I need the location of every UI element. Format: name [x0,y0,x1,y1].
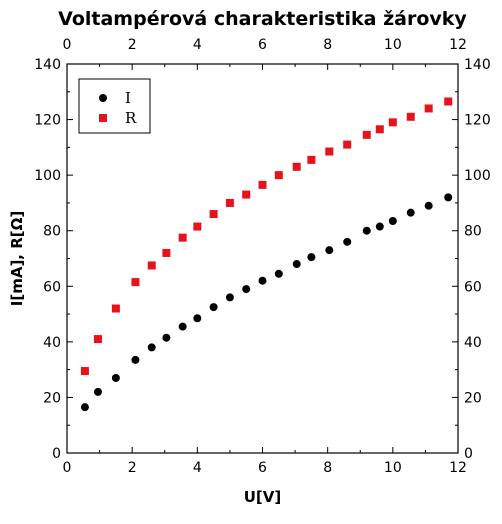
x-tick-label-bottom: 8 [323,460,332,476]
data-points [80,97,453,412]
data-point-R [162,248,171,257]
data-point-R [178,233,187,242]
data-point-I [406,208,415,217]
data-point-I [111,373,120,382]
x-tick-label-top: 4 [193,37,202,53]
data-point-R [362,130,371,139]
x-tick-label-top: 2 [128,37,137,53]
data-point-I [162,333,171,342]
y-tick-label-right: 120 [464,113,491,129]
data-point-I [325,246,334,255]
data-point-R [343,140,352,149]
legend: IR [78,78,151,134]
y-tick-label-right: 100 [464,168,491,184]
y-tick-label-left: 20 [43,390,61,406]
data-point-I [274,269,283,278]
y-tick-label-left: 140 [34,57,61,73]
series-I [80,193,453,412]
data-point-I [424,201,433,210]
series-R [80,97,453,376]
legend-marker-I [99,94,107,102]
data-point-I [225,293,234,302]
legend-box [78,78,151,134]
data-point-R [131,278,140,287]
x-tick-label-bottom: 12 [449,460,467,476]
data-point-R [424,104,433,113]
y-tick-label-left: 0 [52,446,61,462]
data-point-I [209,303,218,312]
x-axis-title: U[V] [244,488,282,506]
y-tick-label-left: 120 [34,113,61,129]
data-point-R [209,210,218,219]
y-tick-label-right: 80 [464,224,482,240]
x-tick-label-bottom: 6 [258,460,267,476]
data-point-R [388,118,397,127]
x-tick-label-top: 10 [384,37,402,53]
data-point-R [193,222,202,231]
x-tick-label-top: 0 [63,37,72,53]
data-point-I [258,276,267,285]
data-point-I [292,260,301,269]
y-axis-title: I[mA], R[Ω] [8,211,26,306]
data-point-R [406,112,415,121]
y-tick-label-right: 40 [464,335,482,351]
x-tick-label-top: 8 [323,37,332,53]
legend-marker-R [99,114,107,122]
data-point-R [111,304,120,313]
y-tick-label-left: 40 [43,335,61,351]
x-tick-label-bottom: 2 [128,460,137,476]
x-tick-label-bottom: 10 [384,460,402,476]
data-point-R [225,198,234,207]
data-point-I [242,285,251,294]
data-point-I [388,216,397,225]
data-point-I [147,343,156,352]
y-tick-label-right: 0 [464,446,473,462]
data-point-R [258,180,267,189]
y-tick-label-right: 60 [464,279,482,295]
data-point-I [178,322,187,331]
data-point-I [193,314,202,323]
y-tick-label-left: 100 [34,168,61,184]
data-point-R [80,367,89,376]
data-point-R [444,97,453,106]
data-point-I [131,355,140,364]
data-point-I [362,226,371,235]
y-tick-label-right: 20 [464,390,482,406]
data-point-I [444,193,453,202]
data-point-R [375,125,384,134]
data-point-R [147,261,156,270]
y-tick-label-right: 140 [464,57,491,73]
y-tick-label-left: 60 [43,279,61,295]
data-point-R [292,162,301,171]
data-point-R [274,171,283,180]
data-point-R [242,190,251,199]
data-point-R [325,147,334,156]
legend-label-I: I [125,89,131,107]
data-point-I [343,237,352,246]
data-point-R [93,335,102,344]
x-tick-label-bottom: 4 [193,460,202,476]
data-point-I [375,222,384,231]
data-point-I [80,403,89,412]
data-point-I [307,253,316,262]
data-point-I [93,387,102,396]
x-tick-label-top: 6 [258,37,267,53]
chart-title: Voltampérová charakteristika žárovky [58,8,467,30]
data-point-R [307,155,316,164]
y-tick-label-left: 80 [43,224,61,240]
legend-label-R: R [125,109,137,127]
x-tick-label-bottom: 0 [63,460,72,476]
x-tick-label-top: 12 [449,37,467,53]
